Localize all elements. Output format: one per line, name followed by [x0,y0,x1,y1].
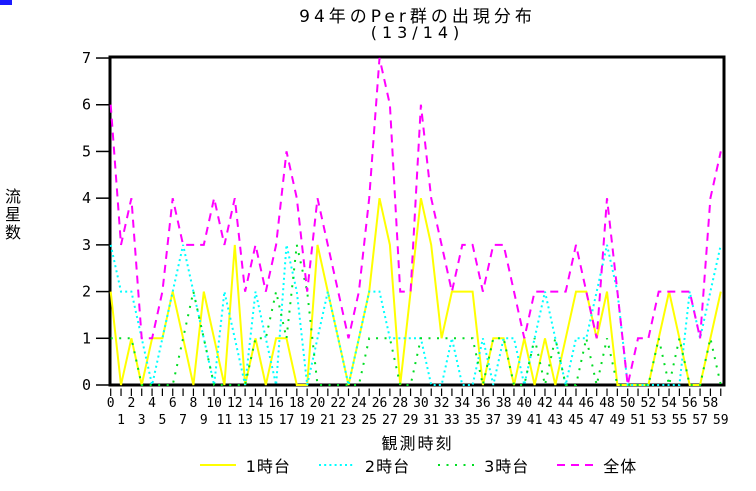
y-tick-label: 3 [82,236,91,254]
legend-swatch-3jidai-line-icon [438,464,475,466]
series-line-3時台 [110,244,722,386]
x-tick-label: 31 [423,413,439,428]
x-tick-label: 43 [547,413,563,428]
x-tick-label: 28 [392,396,408,411]
x-tick-label: 45 [568,413,584,428]
x-tick-label: 51 [630,413,646,428]
x-tick-label: 12 [227,396,243,411]
x-tick-label: 34 [454,396,470,411]
y-tick-label: 4 [82,189,91,207]
legend-item-zentai: 全体 [555,453,637,477]
y-tick-label: 5 [82,142,91,160]
series-line-全体 [109,57,722,386]
plot-frame [108,55,726,387]
x-tick-label: 6 [169,396,177,411]
legend-item-3jidai: 3時台 [436,453,529,477]
x-tick-label: 59 [713,413,729,428]
x-tick-label: 2 [127,396,135,411]
legend-label-1jidai: 1時台 [245,457,291,476]
legend-swatch-zentai-line-icon [557,464,594,466]
y-tick-label: 0 [82,376,91,394]
x-tick-label: 41 [527,413,543,428]
x-tick-label: 18 [289,396,305,411]
x-tick-label: 17 [279,413,295,428]
x-tick-label: 55 [672,413,688,428]
x-tick-label: 29 [403,413,419,428]
legend-swatch-2jidai-line-icon [318,464,355,466]
x-tick-label: 5 [158,413,166,428]
x-tick-label: 35 [465,413,481,428]
y-tick-label: 1 [82,329,91,347]
x-tick-label: 15 [258,413,274,428]
x-tick-label: 44 [558,396,574,411]
x-tick-label: 22 [330,396,346,411]
legend: 1時台 2時台 3時台 全体 [110,453,725,477]
x-tick-label: 26 [372,396,388,411]
x-tick-label: 54 [661,396,677,411]
x-axis-label: 観測時刻 [381,434,454,453]
x-tick-label: 32 [434,396,450,411]
series-lines [109,57,722,386]
x-tick-label: 21 [320,413,336,428]
x-tick-label: 38 [496,396,512,411]
plot-border [108,55,726,387]
y-axis-ticks: 0 1 2 3 4 5 6 7 [82,49,109,394]
x-tick-label: 9 [200,413,208,428]
x-tick-label: 3 [138,413,146,428]
x-tick-label: 16 [268,396,284,411]
x-tick-label: 57 [692,413,708,428]
legend-item-2jidai: 2時台 [317,453,410,477]
x-tick-label: 23 [341,413,357,428]
chart-subtitle: (13/14) [370,23,465,42]
chart-title: 94年のPer群の出現分布 [299,7,536,27]
x-tick-label: 14 [248,396,264,411]
x-tick-label: 30 [413,396,429,411]
x-tick-label: 48 [599,396,615,411]
x-tick-label: 42 [537,396,553,411]
y-axis-label: 流星数 [2,188,21,242]
x-tick-label: 1 [117,413,125,428]
x-tick-label: 40 [516,396,532,411]
x-tick-label: 37 [485,413,501,428]
y-tick-label: 6 [82,96,91,114]
x-tick-label: 27 [382,413,398,428]
x-tick-label: 25 [361,413,377,428]
legend-label-2jidai: 2時台 [364,457,411,476]
x-tick-label: 47 [589,413,605,428]
x-tick-label: 46 [579,396,595,411]
x-tick-label: 33 [444,413,460,428]
x-tick-label: 0 [107,396,115,411]
y-tick-label: 7 [82,49,91,67]
x-tick-label: 36 [475,396,491,411]
x-axis-ticks: 0123456789101112131415161718192021222324… [107,388,729,428]
series-line-1時台 [109,197,722,386]
x-tick-label: 10 [206,396,222,411]
page-corner-link[interactable] [0,0,12,5]
x-tick-label: 8 [190,396,198,411]
x-tick-label: 58 [703,396,719,411]
x-tick-label: 24 [351,396,367,411]
x-tick-label: 56 [682,396,698,411]
legend-item-1jidai: 1時台 [198,453,291,477]
x-tick-label: 49 [610,413,626,428]
x-tick-label: 20 [310,396,326,411]
legend-swatch-1jidai-line-icon [199,464,236,466]
y-tick-label: 2 [82,283,91,301]
x-tick-label: 7 [179,413,187,428]
x-tick-label: 50 [620,396,636,411]
x-tick-label: 53 [651,413,667,428]
x-tick-label: 52 [641,396,657,411]
x-tick-label: 19 [299,413,315,428]
x-tick-label: 39 [506,413,522,428]
x-tick-label: 11 [217,413,233,428]
legend-label-3jidai: 3時台 [484,457,530,476]
x-tick-label: 4 [148,396,156,411]
x-tick-label: 13 [237,413,253,428]
legend-label-zentai: 全体 [603,457,638,476]
